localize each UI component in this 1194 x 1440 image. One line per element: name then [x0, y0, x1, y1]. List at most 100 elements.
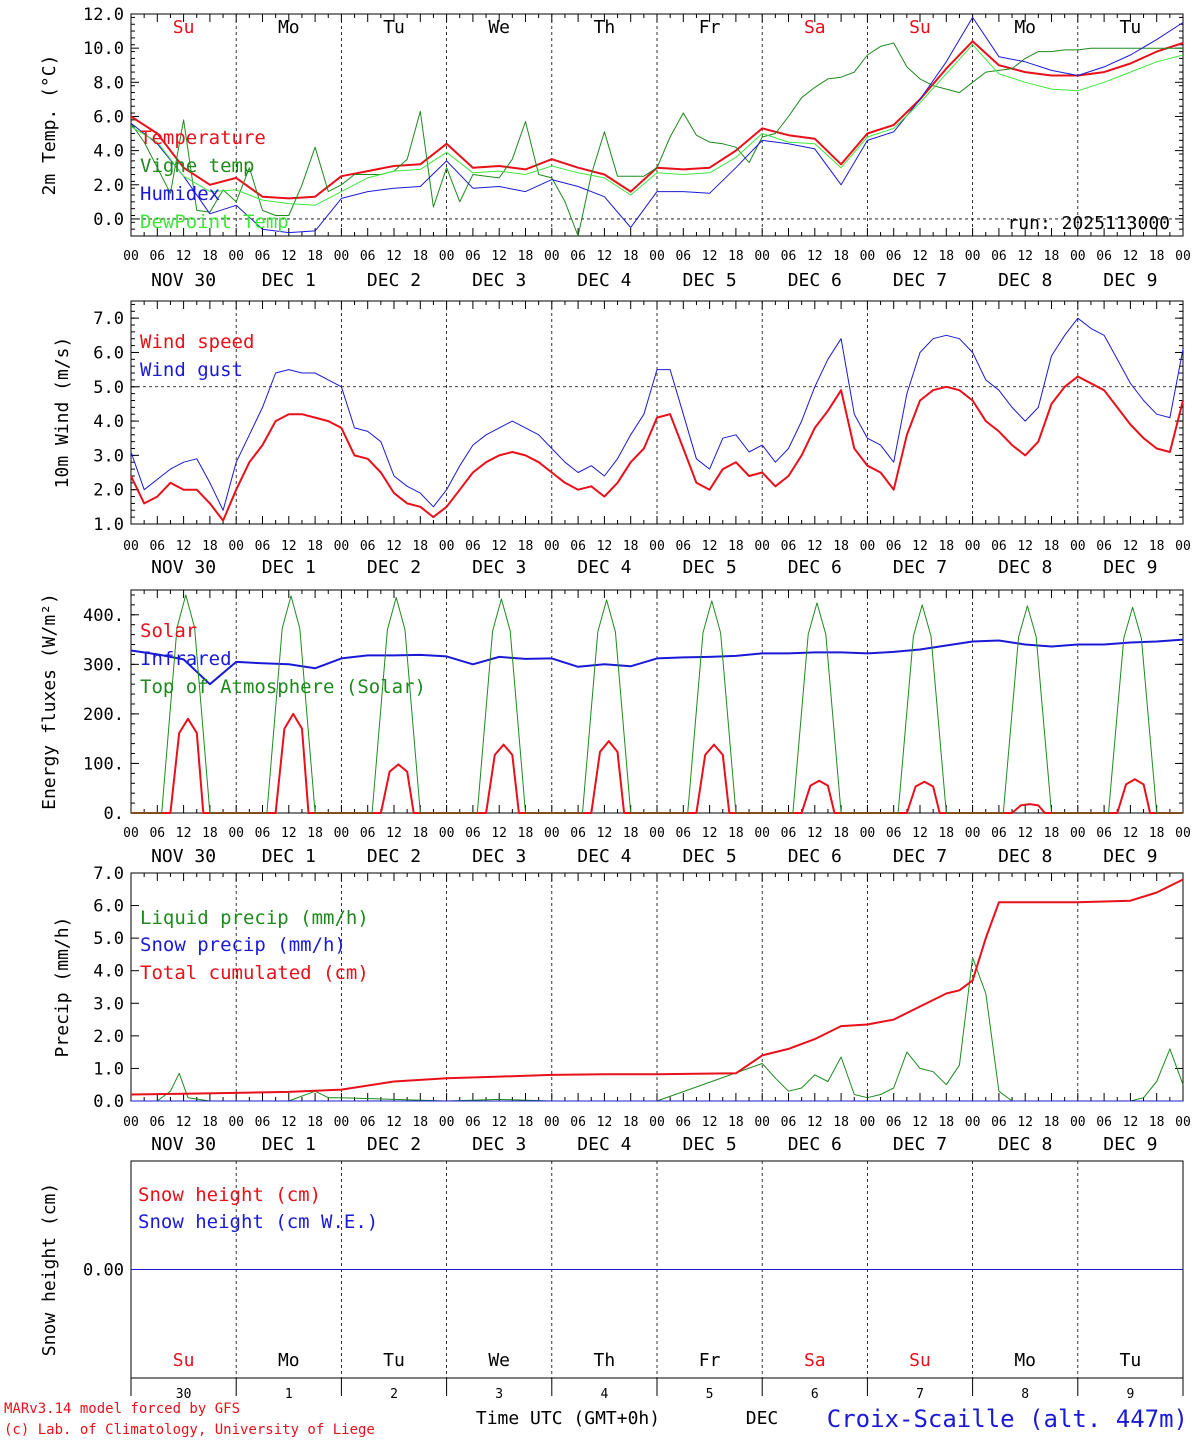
hour-tick-label: 06 — [886, 249, 902, 264]
y-tick-label: 0.0 — [93, 210, 124, 230]
series-line-humidex — [130, 16, 1184, 234]
hour-tick-label: 18 — [833, 539, 849, 554]
y-tick-label: 4.0 — [93, 412, 124, 432]
hour-tick-label: 12 — [491, 1115, 507, 1130]
hour-tick-label: 00 — [965, 249, 981, 264]
hour-tick-label: 06 — [991, 249, 1007, 264]
hour-tick-label: 18 — [623, 249, 639, 264]
weekday-label: Su — [909, 1350, 931, 1371]
y-tick-label: 10.0 — [83, 39, 124, 59]
hour-tick-label: 00 — [334, 249, 350, 264]
footer-layer: MARv3.14 model forced by GFS (c) Lab. of… — [4, 1401, 1188, 1438]
hour-tick-label: 00 — [649, 826, 665, 841]
lab-credit-text: (c) Lab. of Climatology, University of L… — [4, 1422, 375, 1438]
hour-tick-label: 00 — [123, 826, 139, 841]
hour-tick-label: 12 — [807, 539, 823, 554]
weekday-label: Sa — [804, 17, 826, 38]
panel-energy-frame — [130, 589, 1184, 814]
hour-tick-label: 00 — [544, 249, 560, 264]
weekday-label: Mo — [1014, 17, 1036, 38]
hour-tick-label: 18 — [1044, 539, 1060, 554]
panel-energy: 0. 100. 200. 300. 400. Energy fluxes (W/m²) 00… — [39, 589, 1191, 867]
hour-tick-label: 06 — [255, 539, 271, 554]
date-label: DEC 6 — [788, 846, 842, 867]
date-label: DEC 1 — [262, 1134, 316, 1155]
hour-tick-label: 06 — [781, 539, 797, 554]
hour-tick-label: 06 — [991, 1115, 1007, 1130]
hour-tick-label: 12 — [1017, 539, 1033, 554]
hour-tick-label: 12 — [912, 826, 928, 841]
day-number-label: 4 — [600, 1387, 608, 1402]
day-number-label: 6 — [811, 1387, 819, 1402]
y-tick-label: 8.0 — [93, 73, 124, 93]
y-tick-label: 2.0 — [93, 1027, 124, 1047]
day-number-label: 1 — [285, 1387, 293, 1402]
y-tick-label: 300. — [83, 655, 124, 675]
hour-tick-label: 06 — [149, 249, 165, 264]
hour-tick-label: 00 — [754, 539, 770, 554]
hour-tick-label: 12 — [176, 1115, 192, 1130]
day-number-label: 7 — [916, 1387, 924, 1402]
date-label: NOV 30 — [151, 557, 216, 578]
day-number-label: 3 — [495, 1387, 503, 1402]
hour-tick-label: 00 — [544, 1115, 560, 1130]
panels-layer: 0.02.04.06.08.010.012.02m Temp. (°C)00 06… — [39, 5, 1191, 1402]
date-label: DEC 8 — [998, 846, 1052, 867]
date-label: DEC 6 — [788, 557, 842, 578]
hour-tick-label: 18 — [307, 826, 323, 841]
y-tick-label: 1.0 — [93, 1059, 124, 1079]
weekday-label: Th — [594, 17, 616, 38]
date-label: DEC 1 — [262, 270, 316, 291]
weekday-label: Su — [173, 17, 195, 38]
weekday-label: Mo — [278, 1350, 300, 1371]
hour-tick-label: 00 — [439, 539, 455, 554]
hour-tick-label: 12 — [1123, 539, 1139, 554]
hour-tick-label: 06 — [255, 826, 271, 841]
hour-tick-label: 12 — [281, 1115, 297, 1130]
date-label: DEC 7 — [893, 270, 947, 291]
hour-tick-label: 00 — [649, 249, 665, 264]
time-axis-title: Time UTC (GMT+0h) — [476, 1408, 660, 1429]
date-label: DEC 1 — [262, 846, 316, 867]
hour-tick-label: 12 — [597, 249, 613, 264]
hour-tick-label: 00 — [754, 826, 770, 841]
hour-tick-label: 06 — [991, 539, 1007, 554]
date-label: DEC 3 — [472, 1134, 526, 1155]
hour-tick-label: 06 — [886, 539, 902, 554]
date-label: DEC 5 — [683, 846, 737, 867]
weekday-label: Su — [173, 1350, 195, 1371]
date-label: DEC 5 — [683, 557, 737, 578]
y-tick-label: 4.0 — [93, 962, 124, 982]
hour-tick-label: 18 — [728, 826, 744, 841]
hour-tick-label: 00 — [1175, 539, 1191, 554]
hour-tick-label: 18 — [938, 1115, 954, 1130]
hour-tick-label: 12 — [1017, 1115, 1033, 1130]
y-axis-label: Energy fluxes (W/m²) — [39, 593, 60, 810]
date-label: DEC 7 — [893, 1134, 947, 1155]
hour-tick-label: 12 — [386, 1115, 402, 1130]
date-label: NOV 30 — [151, 270, 216, 291]
hour-tick-label: 12 — [597, 539, 613, 554]
weekday-label: Tu — [1120, 17, 1142, 38]
date-label: DEC 8 — [998, 1134, 1052, 1155]
hour-tick-label: 00 — [544, 826, 560, 841]
hour-tick-label: 06 — [570, 539, 586, 554]
legend-entry: Top of Atmosphere (Solar) — [140, 676, 426, 698]
hour-tick-label: 18 — [728, 249, 744, 264]
hour-tick-label: 18 — [412, 1115, 428, 1130]
y-tick-label: 1.0 — [93, 515, 124, 535]
y-tick-label: 0.0 — [93, 1092, 124, 1112]
hour-tick-label: 18 — [307, 539, 323, 554]
hour-tick-label: 18 — [1149, 1115, 1165, 1130]
month-label: DEC — [746, 1408, 779, 1429]
panel-precip: 0.0 1.0 2.0 3.0 4.0 5.0 6.0 7.0 Precip (mm/h) 00 0… — [52, 864, 1191, 1155]
legend-entry: Wind gust — [140, 359, 243, 381]
y-axis-label: Precip (mm/h) — [52, 917, 73, 1058]
hour-tick-label: 00 — [439, 1115, 455, 1130]
y-tick-label: 200. — [83, 705, 124, 725]
legend-entry: Total cumulated (cm) — [140, 962, 369, 984]
hour-tick-label: 12 — [1017, 826, 1033, 841]
hour-tick-label: 12 — [912, 1115, 928, 1130]
y-tick-label: 0.00 — [83, 1261, 124, 1281]
hour-tick-label: 06 — [1096, 1115, 1112, 1130]
